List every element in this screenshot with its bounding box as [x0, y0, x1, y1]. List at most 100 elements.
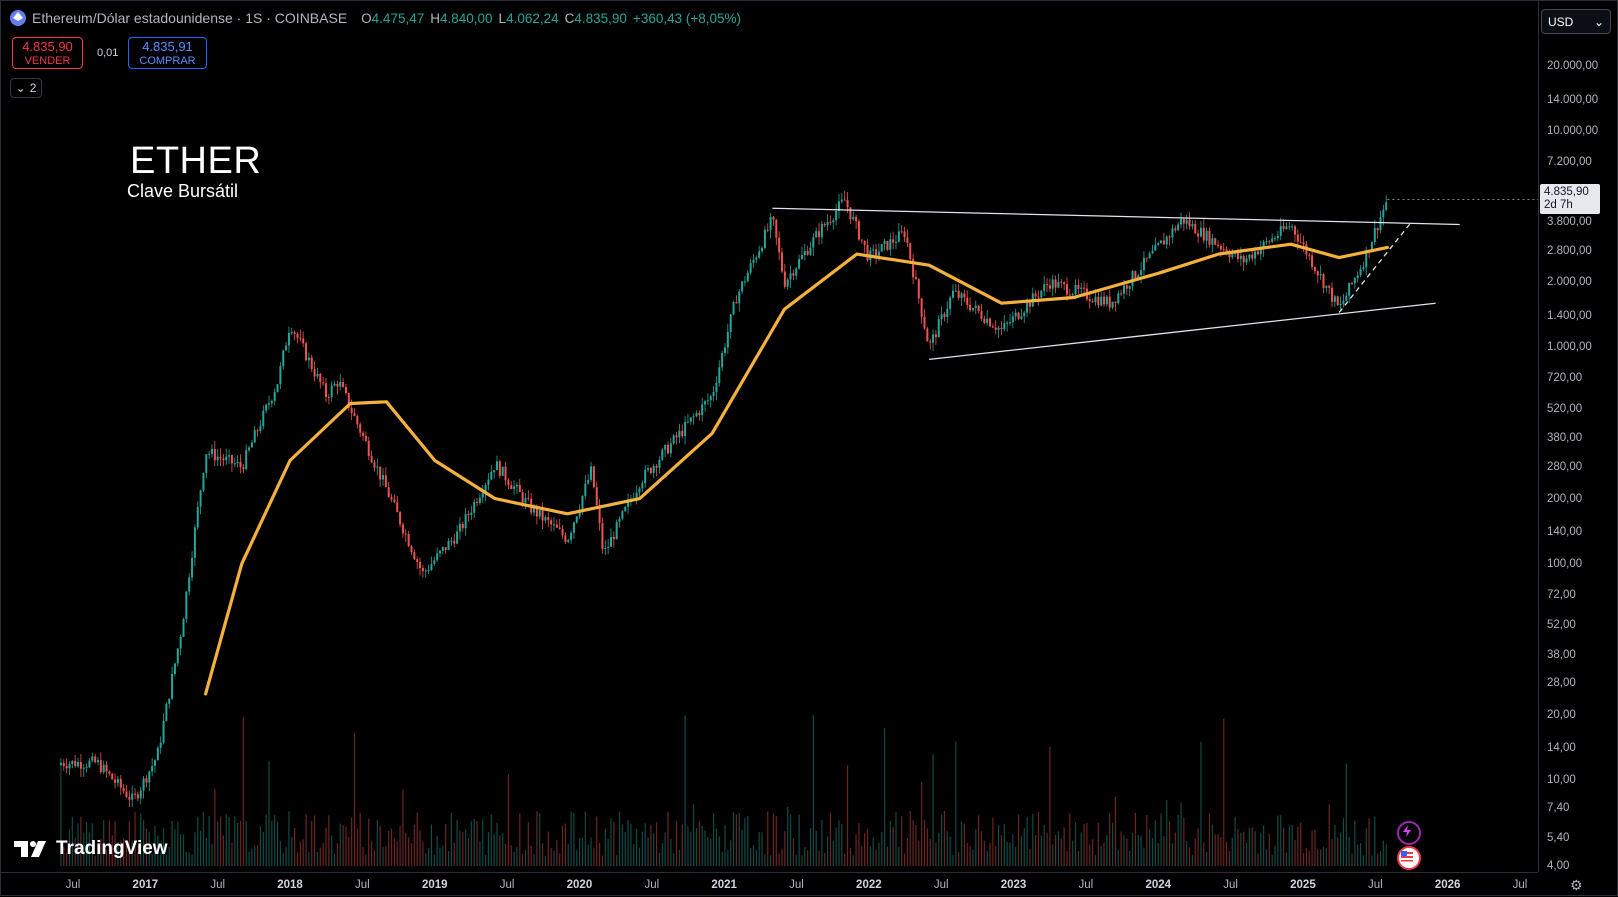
volume-bar: [940, 814, 943, 866]
annotation-subtitle[interactable]: Clave Bursátil: [127, 181, 239, 201]
currency-select[interactable]: USD ⌄: [1541, 9, 1611, 34]
annotation-title[interactable]: ETHER: [130, 140, 262, 182]
volume-bar: [1086, 822, 1088, 866]
candle-body: [1325, 285, 1328, 288]
candle-body: [1137, 275, 1140, 278]
candle-body: [652, 466, 655, 474]
candle-body: [478, 497, 481, 503]
volume-bar: [1263, 825, 1265, 866]
candle-body: [153, 760, 156, 766]
buy-button[interactable]: 4.835,91 COMPRAR: [128, 37, 207, 69]
candle-body: [598, 505, 601, 524]
candle-body: [1217, 244, 1220, 246]
volume-bar: [362, 847, 364, 866]
volume-bar: [177, 821, 179, 866]
price-axis-label: 7.200,00: [1547, 155, 1592, 168]
candle-body: [256, 430, 259, 432]
candle-body: [1043, 284, 1046, 291]
candle-body: [145, 778, 148, 783]
volume-bar: [427, 847, 430, 866]
candle-body: [111, 773, 114, 780]
volume-bar: [1223, 718, 1225, 866]
volume-bar: [114, 821, 116, 866]
candle-body: [587, 479, 590, 484]
candle-body: [1205, 230, 1208, 241]
low-value: 4.062,24: [506, 10, 559, 26]
candle-body: [857, 221, 860, 240]
candle-body: [917, 279, 920, 299]
volume-bar: [955, 741, 957, 866]
chart-canvas[interactable]: [0, 0, 1538, 872]
candle-body: [1274, 238, 1277, 240]
volume-bar: [741, 829, 743, 866]
candle-body: [413, 552, 416, 560]
candle-body: [419, 561, 422, 568]
volume-bar: [943, 811, 946, 866]
volume-bar: [105, 849, 108, 866]
price-axis[interactable]: 20.000,0014.000,0010.000,007.200,005.000…: [1538, 0, 1618, 872]
candle-body: [686, 421, 689, 423]
candle-body: [1222, 249, 1225, 251]
indicators-collapse-button[interactable]: ⌄ 2: [10, 78, 42, 98]
volume-bar: [923, 819, 926, 866]
volume-bar: [584, 811, 586, 866]
symbol-header: Ethereum/Dólar estadounidense · 1S · COI…: [10, 10, 741, 26]
tradingview-logo[interactable]: TradingView: [14, 838, 168, 860]
time-axis-label: Jul: [1223, 879, 1238, 891]
price-axis-label: 2.000,00: [1547, 276, 1592, 289]
volume-bar: [593, 848, 595, 866]
volume-bar: [1331, 839, 1333, 866]
candle-body: [461, 523, 464, 529]
volume-bar: [841, 823, 843, 866]
candle-body: [367, 441, 370, 457]
candle-body: [1120, 293, 1123, 295]
candle-body: [421, 567, 424, 572]
volume-bar: [938, 832, 940, 866]
candle-body: [1214, 238, 1217, 245]
candle-body: [960, 293, 963, 298]
settings-gear-icon[interactable]: ⚙: [1570, 877, 1583, 893]
symbol-title[interactable]: Ethereum/Dólar estadounidense · 1S · COI…: [32, 10, 348, 26]
candle-body: [1328, 285, 1331, 288]
time-axis-label: Jul: [789, 879, 804, 891]
volume-bar: [370, 841, 373, 866]
volume-bar: [333, 853, 336, 866]
candle-body: [65, 766, 68, 769]
volume-bar: [507, 774, 509, 866]
time-axis[interactable]: Jul 2017 Jul 2018 Jul 2019 Jul 2020 Jul 2021 Jul 20…: [0, 872, 1538, 897]
candle-body: [581, 495, 584, 510]
candle-body: [937, 319, 940, 338]
candle-body: [364, 435, 367, 442]
volume-bar: [465, 829, 467, 866]
candle-body: [222, 458, 225, 461]
candle-body: [934, 334, 937, 338]
volume-bar: [1265, 849, 1268, 866]
volume-bar: [484, 854, 487, 866]
candle-body: [880, 244, 883, 252]
candle-body: [299, 337, 302, 339]
candle-body: [1254, 251, 1257, 259]
volume-bar: [199, 830, 202, 866]
candle-body: [951, 290, 954, 298]
volume-bar: [1217, 834, 1219, 866]
volume-bar: [100, 839, 102, 866]
us-flag-icon[interactable]: [1397, 846, 1421, 870]
volume-bar: [259, 826, 262, 866]
volume-bar: [1197, 828, 1199, 866]
candle-body: [766, 229, 769, 231]
volume-bar: [889, 820, 891, 866]
sell-button[interactable]: 4.835,90 VENDER: [12, 37, 83, 69]
candle-body: [173, 663, 176, 674]
candle-body: [1048, 285, 1051, 289]
lightning-icon[interactable]: [1397, 821, 1421, 845]
volume-bar: [681, 824, 683, 866]
volume-bar: [1163, 836, 1165, 866]
candle-body: [1259, 248, 1262, 255]
candle-body: [285, 345, 288, 351]
candle-body: [407, 533, 410, 547]
candle-body: [236, 461, 239, 464]
candle-body: [590, 466, 593, 480]
volume-bar: [764, 854, 766, 866]
volume-bar: [154, 825, 156, 866]
volume-bar: [1191, 855, 1193, 866]
